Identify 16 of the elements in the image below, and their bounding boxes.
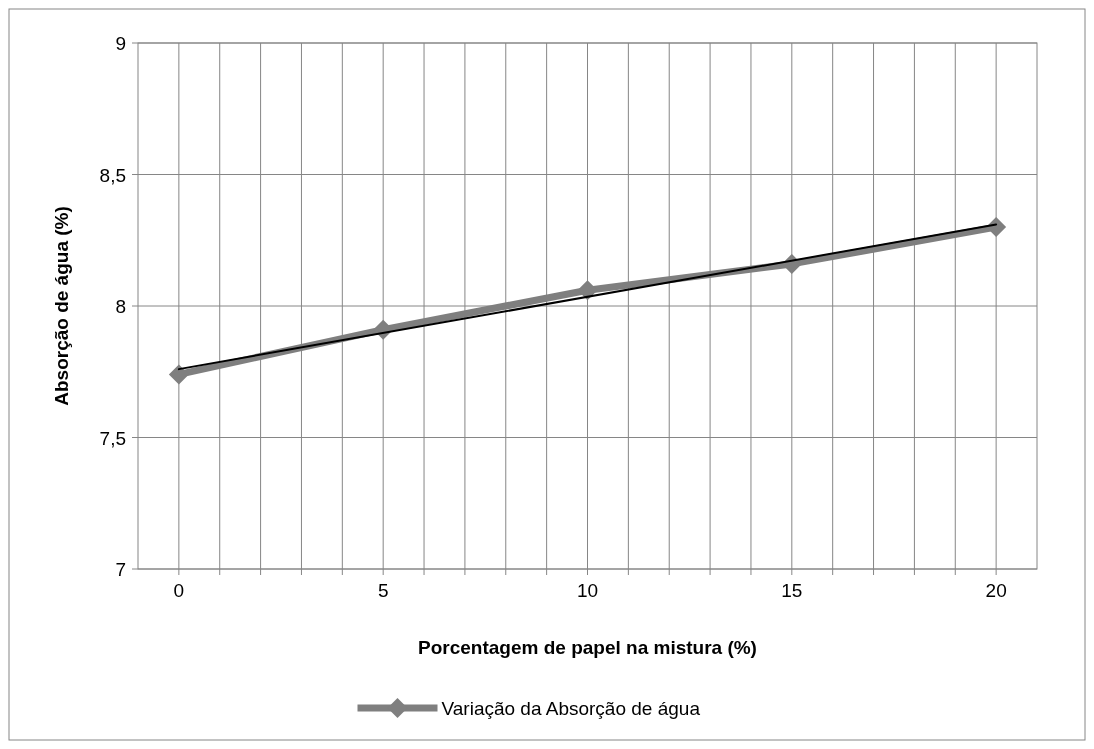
- y-axis-title: Absorção de água (%): [51, 206, 72, 406]
- legend-label: Variação da Absorção de água: [441, 698, 701, 719]
- y-tick-label: 7: [115, 559, 126, 580]
- x-tick-label: 5: [377, 580, 389, 601]
- x-tick-label: 10: [576, 580, 599, 601]
- x-tick-label: 15: [781, 580, 803, 601]
- y-tick-label: 7,5: [99, 427, 126, 449]
- y-tick-label: 8: [115, 296, 126, 317]
- x-tick-label: 0: [173, 580, 185, 601]
- y-tick-label: 8,5: [99, 164, 126, 186]
- x-tick-label: 20: [985, 580, 1007, 601]
- point: [986, 217, 1007, 238]
- y-tick-label: 9: [115, 33, 126, 54]
- point: [168, 364, 189, 385]
- x-axis-title: Porcentagem de papel na mistura (%): [418, 637, 757, 658]
- point: [577, 280, 598, 301]
